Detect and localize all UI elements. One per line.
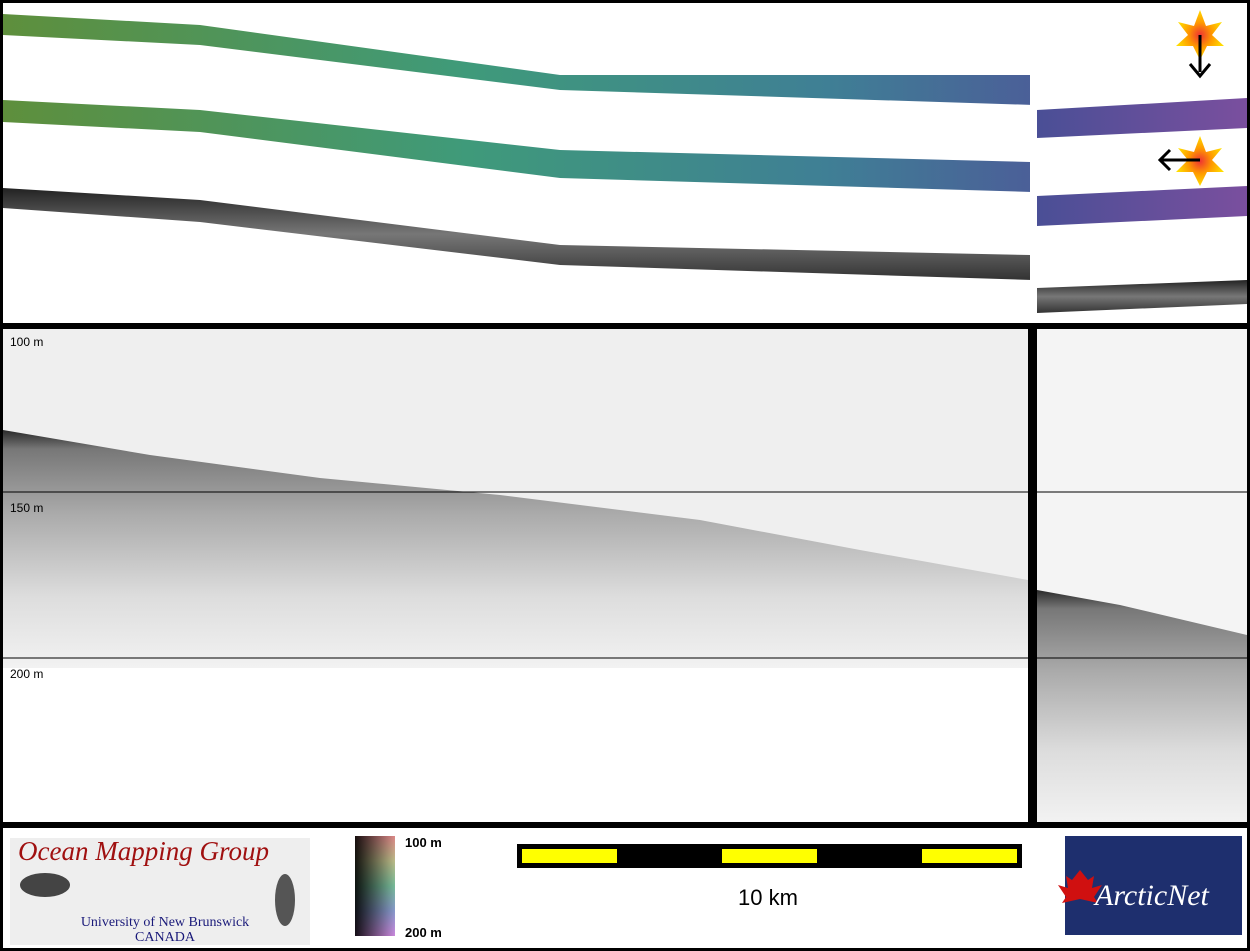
backscatter-swath <box>3 188 1032 280</box>
colorbar <box>355 836 395 936</box>
gap <box>1030 3 1037 323</box>
depth-label: 150 m <box>10 501 43 515</box>
depth-label: 100 m <box>10 335 43 349</box>
sun-icon <box>1176 10 1224 79</box>
scale-label: 10 km <box>738 885 798 910</box>
bathymetry-swath <box>3 100 1032 192</box>
depth-label: 200 m <box>10 667 43 681</box>
colorbar-label: 200 m <box>405 925 442 940</box>
omg-logo: Ocean Mapping Group University of New Br… <box>10 836 310 945</box>
bathymetry-swath <box>3 14 1034 105</box>
bathymetry-swath <box>1037 186 1247 226</box>
subbottom-profile <box>3 430 1028 668</box>
logo-arcticnet: ArcticNet <box>1093 879 1210 912</box>
colorbar-label: 100 m <box>405 835 442 850</box>
logo-university: University of New Brunswick <box>81 915 249 930</box>
bathymetry-swath <box>1037 98 1247 138</box>
logo-country: CANADA <box>135 930 196 945</box>
scale-bar <box>517 844 1022 868</box>
backscatter-swath <box>1037 280 1247 313</box>
logo-title: Ocean Mapping Group <box>18 836 269 866</box>
subbottom-profile <box>1037 590 1247 822</box>
sun-icon <box>1157 136 1224 186</box>
arcticnet-logo: ArcticNet <box>1058 836 1242 935</box>
profile-below <box>3 668 1028 822</box>
